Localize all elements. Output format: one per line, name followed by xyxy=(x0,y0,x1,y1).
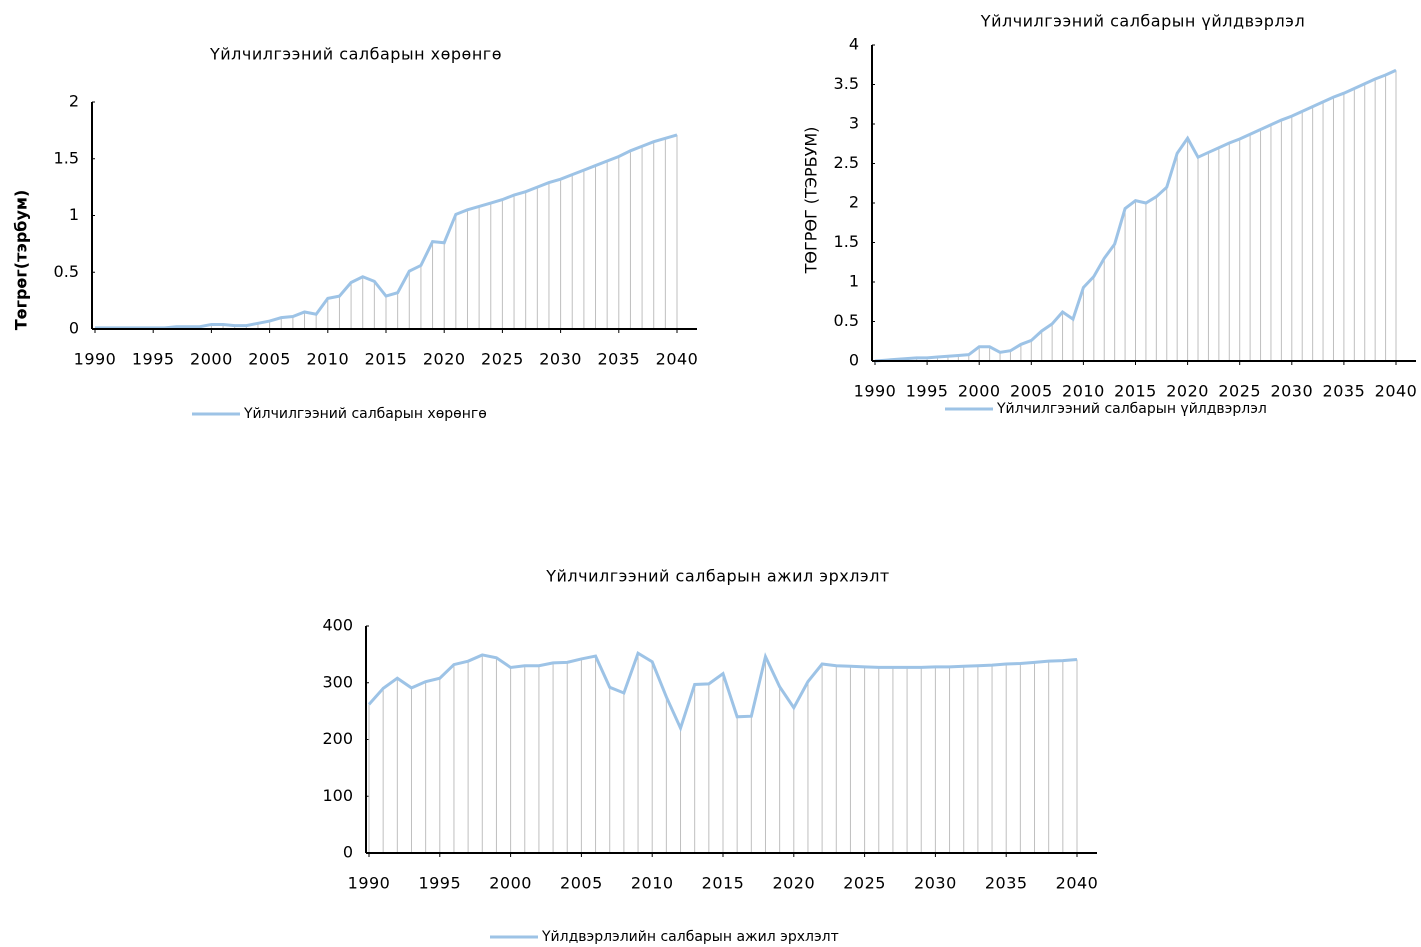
y-tick-label: 100 xyxy=(322,786,353,805)
chart-title: Үйлчилгээний салбарын ажил эрхлэлт xyxy=(545,567,890,586)
y-tick-label: 1 xyxy=(69,205,79,224)
y-tick-label: 1 xyxy=(849,272,859,291)
chart-title: Үйлчилгээний салбарын үйлдвэрлэл xyxy=(980,12,1305,31)
y-tick-label: 0.5 xyxy=(834,311,859,330)
x-tick-label: 2005 xyxy=(1010,382,1053,401)
x-tick-label: 1990 xyxy=(74,350,117,369)
x-tick-label: 2035 xyxy=(1323,382,1366,401)
x-tick-label: 2005 xyxy=(248,350,291,369)
y-tick-label: 2 xyxy=(849,193,859,212)
x-tick-label: 2025 xyxy=(1218,382,1261,401)
y-axis-label: Төгрөг(тэрбум) xyxy=(12,190,31,331)
x-tick-label: 2020 xyxy=(772,874,815,893)
y-tick-label: 0 xyxy=(343,843,353,862)
y-tick-label: 0 xyxy=(849,351,859,370)
x-tick-label: 2030 xyxy=(539,350,582,369)
x-tick-label: 2025 xyxy=(843,874,886,893)
x-tick-label: 2040 xyxy=(1375,382,1418,401)
y-tick-label: 1.5 xyxy=(834,232,859,251)
y-tick-label: 0 xyxy=(69,319,79,338)
series-line xyxy=(95,133,678,330)
y-tick-label: 400 xyxy=(322,616,353,635)
y-tick-label: 2.5 xyxy=(834,153,859,172)
x-tick-label: 2010 xyxy=(306,350,349,369)
x-tick-label: 2035 xyxy=(985,874,1028,893)
legend-label: Үйлчилгээний салбарын хөрөнгө xyxy=(243,406,487,422)
x-tick-label: 2015 xyxy=(702,874,745,893)
x-tick-label: 2010 xyxy=(1062,382,1105,401)
x-tick-label: 2000 xyxy=(190,350,233,369)
x-tick-label: 2030 xyxy=(1270,382,1313,401)
y-axis-label: ТӨГРӨГ (ТЭРБУМ) xyxy=(802,127,821,275)
x-tick-label: 2040 xyxy=(656,350,699,369)
x-tick-label: 1995 xyxy=(418,874,461,893)
y-tick-label: 3.5 xyxy=(834,74,859,93)
series-line xyxy=(367,651,1078,733)
x-tick-label: 2000 xyxy=(489,874,532,893)
y-tick-label: 0.5 xyxy=(54,262,79,281)
y-tick-label: 2 xyxy=(69,92,79,111)
legend-label: Үйлдвэрлэлийн салбарын ажил эрхлэлт xyxy=(541,929,839,945)
x-tick-label: 2015 xyxy=(1114,382,1157,401)
x-tick-label: 2005 xyxy=(560,874,603,893)
x-tick-label: 1990 xyxy=(348,874,391,893)
x-tick-label: 2020 xyxy=(1166,382,1209,401)
y-tick-label: 4 xyxy=(849,35,859,54)
y-tick-label: 200 xyxy=(322,729,353,748)
x-tick-label: 2010 xyxy=(631,874,674,893)
x-tick-label: 2000 xyxy=(958,382,1001,401)
x-tick-label: 2015 xyxy=(365,350,408,369)
x-tick-label: 2035 xyxy=(597,350,640,369)
y-tick-label: 300 xyxy=(322,672,353,691)
legend-label: Үйлчилгээний салбарын үйлдвэрлэл xyxy=(996,401,1267,417)
x-tick-label: 1990 xyxy=(854,382,897,401)
y-tick-label: 1.5 xyxy=(54,148,79,167)
x-tick-label: 2040 xyxy=(1056,874,1099,893)
x-tick-label: 2020 xyxy=(423,350,466,369)
x-tick-label: 2030 xyxy=(914,874,957,893)
y-tick-label: 3 xyxy=(849,114,859,133)
series-line xyxy=(874,68,1397,363)
x-tick-label: 2025 xyxy=(481,350,524,369)
chart-title: Үйлчилгээний салбарын хөрөнгө xyxy=(209,45,502,64)
x-tick-label: 1995 xyxy=(132,350,175,369)
x-tick-label: 1995 xyxy=(906,382,949,401)
